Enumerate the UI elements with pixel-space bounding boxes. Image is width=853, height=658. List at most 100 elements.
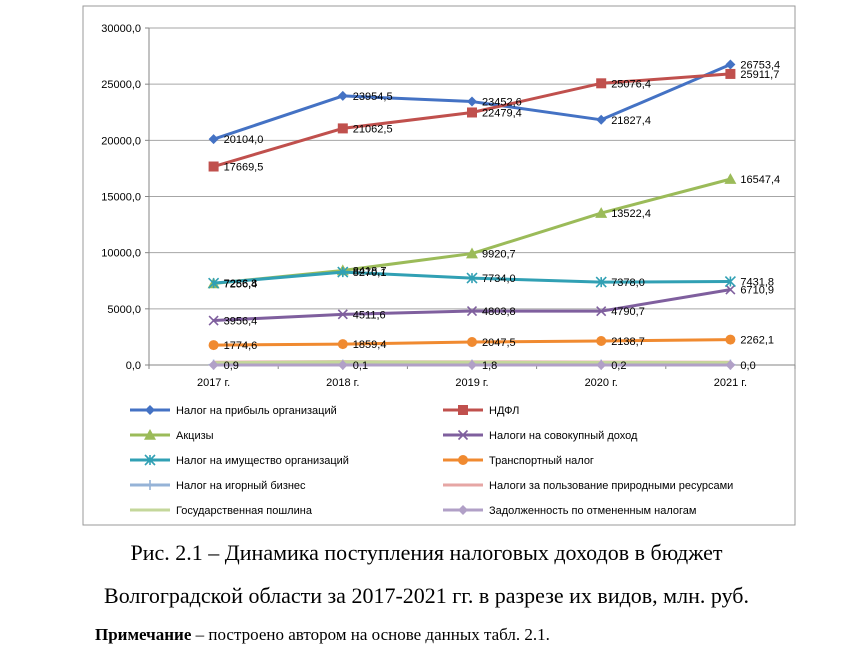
data-point <box>145 480 155 490</box>
legend-item: Налог на игорный бизнес <box>130 480 306 492</box>
data-label: 1,8 <box>482 360 497 372</box>
data-label: 22479,4 <box>482 107 522 119</box>
data-point <box>458 505 468 515</box>
data-point <box>724 275 736 288</box>
data-point <box>596 335 607 346</box>
data-label: 1859,4 <box>353 339 387 351</box>
data-label: 8270,1 <box>353 267 387 279</box>
data-point <box>458 405 468 415</box>
data-point <box>208 359 219 370</box>
figure-caption-line-2: Волгоградской области за 2017-2021 гг. в… <box>104 583 749 608</box>
data-point <box>467 336 477 347</box>
legend-item: Налоги за пользование природными ресурса… <box>443 480 733 492</box>
legend-item: Акцизы <box>130 429 214 442</box>
data-label: 4511,6 <box>353 309 386 321</box>
y-tick-label: 0,0 <box>126 360 141 372</box>
note-label: Примечание <box>95 625 192 644</box>
y-tick-label: 10000,0 <box>101 248 141 260</box>
data-point <box>596 78 607 89</box>
data-point <box>208 340 219 351</box>
data-label: 2262,1 <box>740 335 774 347</box>
x-tick-label: 2019 г. <box>455 377 488 389</box>
data-label: 0,0 <box>740 360 755 372</box>
data-label: 6710,9 <box>740 285 774 297</box>
series-line <box>213 177 731 285</box>
y-tick-label: 5000,0 <box>107 304 141 316</box>
data-point <box>208 277 220 289</box>
legend-item: НДФЛ <box>443 405 519 417</box>
data-label: 25076,4 <box>611 78 651 90</box>
data-label: 7378,0 <box>611 277 645 289</box>
data-label: 23954,5 <box>353 91 393 103</box>
data-label: 2047,5 <box>482 337 516 349</box>
data-label: 21827,4 <box>611 115 651 127</box>
legend-label: Транспортный налог <box>489 455 594 467</box>
data-point <box>337 123 348 134</box>
legend-label: Акцизы <box>176 430 214 442</box>
data-label: 20104,0 <box>224 134 264 146</box>
data-point <box>144 454 156 466</box>
data-point <box>337 359 348 370</box>
legend-label: Задолженность по отмененным налогам <box>489 505 696 517</box>
data-label: 17669,5 <box>224 162 264 174</box>
y-tick-label: 15000,0 <box>101 192 141 204</box>
data-label: 23452,6 <box>482 97 522 109</box>
x-tick-label: 2020 г. <box>585 377 618 389</box>
data-point <box>467 107 477 118</box>
legend-item: Задолженность по отмененным налогам <box>443 505 696 517</box>
data-label: 0,2 <box>611 360 626 372</box>
series-line <box>213 72 731 168</box>
data-point <box>337 309 348 320</box>
y-axis-tick-labels: 0,0 5000,0 10000,0 15000,0 20000,0 25000,0 300… <box>101 23 141 372</box>
data-label: 9920,7 <box>482 249 516 261</box>
data-point <box>337 266 349 278</box>
data-point <box>144 429 156 440</box>
data-point <box>208 134 219 145</box>
data-label: 2138,7 <box>611 336 645 348</box>
data-point <box>457 429 469 441</box>
data-point <box>208 161 219 172</box>
legend-label: Налоги за пользование природными ресурса… <box>489 480 733 492</box>
data-label: 4803,8 <box>482 306 516 318</box>
note-text: – построено автором на основе данных таб… <box>191 625 550 644</box>
chart-frame <box>82 5 796 526</box>
x-tick-label: 2018 г. <box>326 377 359 389</box>
data-label: 0,1 <box>353 360 368 372</box>
data-label: 7734,0 <box>482 273 516 285</box>
data-point <box>466 272 478 284</box>
data-label: 7431,8 <box>740 277 774 289</box>
data-point <box>595 276 607 288</box>
data-point <box>596 359 607 370</box>
data-label: 25911,7 <box>740 69 779 81</box>
note: Примечание – построено автором на основе… <box>95 625 550 645</box>
data-point <box>595 207 608 218</box>
data-point <box>725 360 736 370</box>
legend-item: Государственная пошлина <box>130 505 313 517</box>
data-label: 3956,4 <box>224 316 258 328</box>
data-point <box>725 284 736 295</box>
data-label: 13522,4 <box>611 208 651 220</box>
data-point <box>596 114 607 125</box>
data-point <box>208 315 219 326</box>
data-label: 7256,4 <box>224 278 258 290</box>
legend-item: Налоги на совокупный доход <box>443 429 638 442</box>
data-point <box>145 405 155 415</box>
data-point <box>337 339 348 350</box>
series-lines <box>207 59 737 370</box>
legend-label: Налог на прибыль организаций <box>176 405 337 417</box>
data-label: 0,9 <box>224 360 239 372</box>
legend-label: Государственная пошлина <box>176 505 313 517</box>
legend: Налог на прибыль организаций НДФЛ Акцизы На… <box>130 405 733 517</box>
data-label: 21062,5 <box>353 123 393 135</box>
data-point <box>466 305 478 317</box>
line-chart: 0,0 5000,0 10000,0 15000,0 20000,0 25000,0 300… <box>82 5 796 526</box>
data-label: 4790,7 <box>611 306 645 318</box>
figure-caption-line-1: Рис. 2.1 – Динамика поступления налоговы… <box>130 540 723 565</box>
x-tick-label: 2021 г. <box>714 377 747 389</box>
data-label: 26753,4 <box>740 59 780 71</box>
data-point <box>458 455 468 465</box>
data-labels: 20104,0 23954,5 23452,6 21827,4 26753,4 17669… <box>224 59 781 372</box>
y-tick-label: 20000,0 <box>101 135 141 147</box>
data-label: 1774,6 <box>224 340 258 352</box>
series-line <box>213 288 731 323</box>
